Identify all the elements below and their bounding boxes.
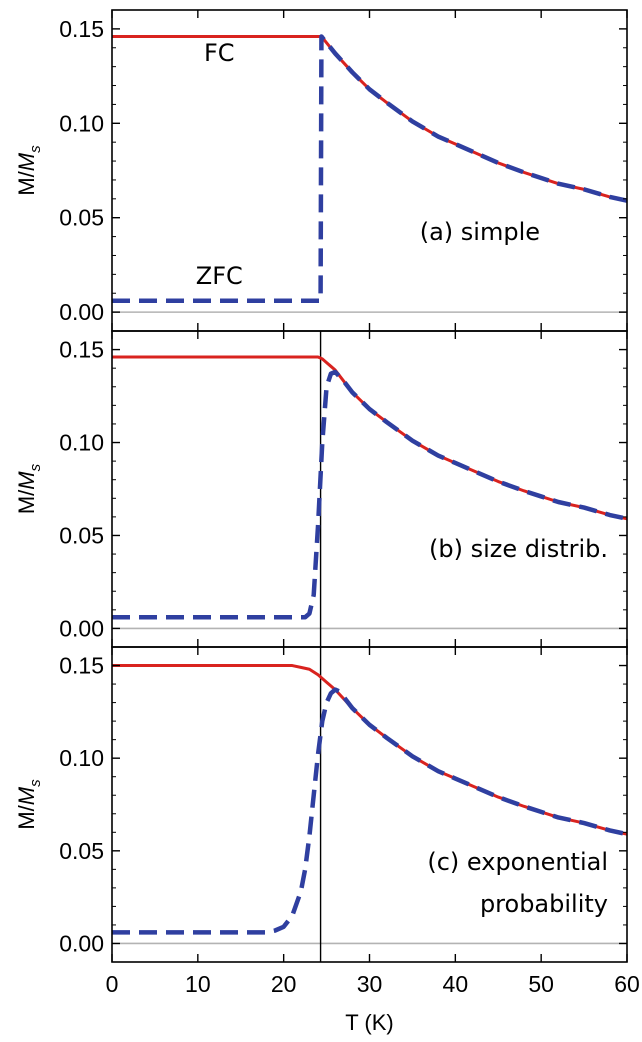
x-tick-label: 30 <box>357 971 383 997</box>
y-tick-label-a: 0.15 <box>59 16 104 42</box>
panel-annotation-b: (b) size distrib. <box>429 535 608 563</box>
series-zfc-b <box>112 369 627 620</box>
y-tick-label-b: 0.10 <box>59 430 104 456</box>
y-axis-label-main-a: M/ <box>14 170 39 195</box>
panel-c: 0.00 0.05 0.10 0.15 M/Ms (c) exponential proba… <box>14 646 628 963</box>
y-axis-label-main-b: M/ <box>14 489 39 514</box>
y-axis-label-sub-c: s <box>27 779 44 787</box>
y-axis-label-a: M/Ms <box>14 145 44 196</box>
panel-a: 0.00 0.05 0.10 0.15 M/Ms (a) simple FC ZFC <box>14 9 628 332</box>
panel-annotation-c: probability <box>480 890 608 918</box>
series-fc-b <box>112 355 627 521</box>
panel-annotation-c: (c) exponential <box>427 848 608 876</box>
y-tick-label-a: 0.05 <box>59 205 104 231</box>
y-axis-label-sub-a: s <box>27 145 44 153</box>
panel-annotation-a: (a) simple <box>420 218 540 246</box>
y-tick-label-a: 0.00 <box>59 299 104 325</box>
y-tick-label-c: 0.15 <box>59 653 104 679</box>
series-zfc-a <box>112 34 627 304</box>
x-tick-label: 10 <box>185 971 211 997</box>
y-axis-label-main-c: M/ <box>14 804 39 829</box>
panel-frame-b <box>111 330 628 648</box>
series-group-c <box>112 664 627 935</box>
panel-b: 0.00 0.05 0.10 0.15 M/Ms (b) size distrib. <box>14 330 628 648</box>
y-axis-label-b: M/Ms <box>14 463 44 514</box>
series-fc-a <box>112 34 627 203</box>
y-tick-label-b: 0.00 <box>59 615 104 641</box>
series-group-b <box>112 355 627 620</box>
x-tick-label: 50 <box>528 971 554 997</box>
y-tick-label-c: 0.00 <box>59 930 104 956</box>
panel-frame-a <box>111 9 628 332</box>
series-fc-c <box>112 664 627 836</box>
y-tick-label-b: 0.05 <box>59 522 104 548</box>
x-axis-label: T (K) <box>345 1010 393 1035</box>
curve-label-fc: FC <box>204 39 235 67</box>
curve-label-zfc: ZFC <box>196 262 243 290</box>
y-axis-label-var-b: M <box>14 471 39 490</box>
x-tick-label: 40 <box>443 971 469 997</box>
y-axis-label-sub-b: s <box>27 463 44 471</box>
y-tick-label-c: 0.05 <box>59 838 104 864</box>
x-tick-label: 20 <box>271 971 297 997</box>
y-axis-label-var-a: M <box>14 152 39 171</box>
y-tick-label-c: 0.10 <box>59 745 104 771</box>
series-group-a <box>112 34 627 304</box>
y-axis-label-var-c: M <box>14 786 39 805</box>
y-tick-label-a: 0.10 <box>59 110 104 136</box>
y-axis-label-c: M/Ms <box>14 779 44 830</box>
y-tick-label-b: 0.15 <box>59 337 104 363</box>
x-tick-label: 60 <box>614 971 640 997</box>
x-tick-label: 0 <box>106 971 119 997</box>
